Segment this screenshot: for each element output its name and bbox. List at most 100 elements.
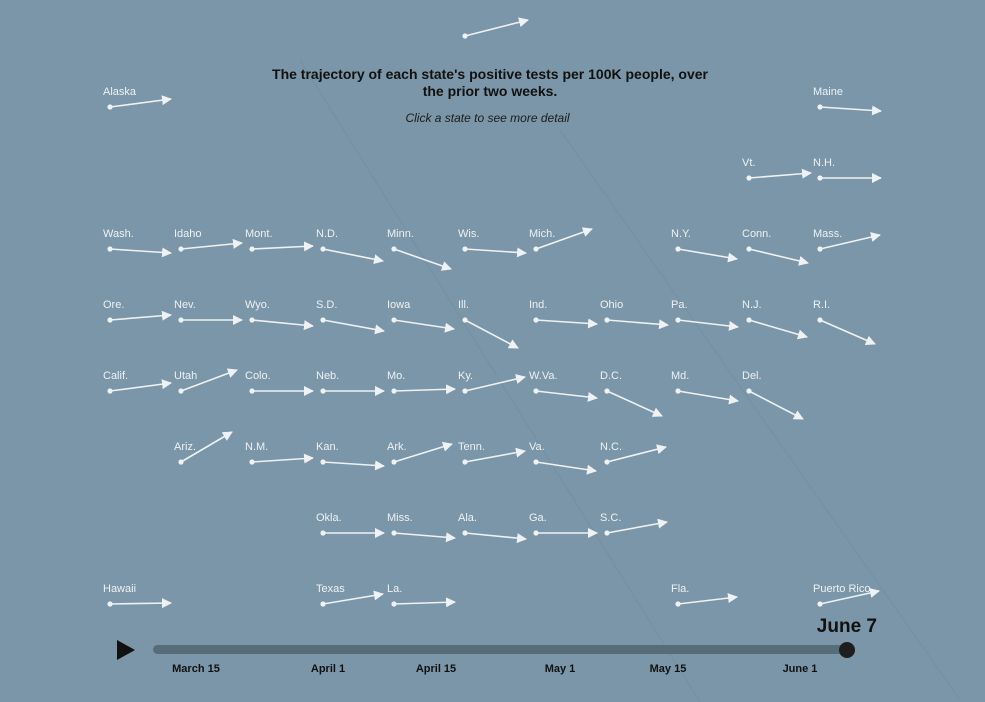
- trajectory-arrow: [180, 238, 243, 250]
- state-n-y[interactable]: N.Y.: [671, 228, 738, 263]
- state-kan[interactable]: Kan.: [316, 441, 385, 471]
- state-conn[interactable]: Conn.: [742, 228, 809, 266]
- state-label: Ga.: [529, 512, 547, 524]
- state-mont[interactable]: Mont.: [245, 228, 314, 252]
- timeline-tick-label: June 1: [783, 663, 818, 675]
- state-wis[interactable]: Wis.: [458, 228, 527, 258]
- trajectory-arrow: [393, 384, 456, 395]
- state-label: Mich.: [529, 228, 555, 240]
- state-unlabeled[interactable]: [462, 17, 529, 39]
- state-w-va[interactable]: W.Va.: [529, 370, 598, 402]
- state-s-c[interactable]: S.C.: [600, 512, 668, 536]
- state-label: Wyo.: [245, 299, 270, 311]
- state-idaho[interactable]: Idaho: [174, 228, 243, 252]
- state-label: Minn.: [387, 228, 414, 240]
- trajectory-arrow: [748, 390, 804, 420]
- state-calif[interactable]: Calif.: [103, 370, 172, 394]
- trajectory-arrow: [251, 241, 314, 252]
- trajectory-arrow: [748, 168, 812, 179]
- state-la[interactable]: La.: [387, 583, 456, 608]
- state-va[interactable]: Va.: [529, 441, 597, 475]
- state-n-j[interactable]: N.J.: [742, 299, 808, 340]
- state-label: Utah: [174, 370, 197, 382]
- state-label: Miss.: [387, 512, 413, 524]
- state-ga[interactable]: Ga.: [529, 512, 598, 538]
- state-d-c[interactable]: D.C.: [600, 370, 663, 417]
- state-label: Fla.: [671, 583, 689, 595]
- state-r-i[interactable]: R.I.: [813, 299, 876, 345]
- state-hawaii[interactable]: Hawaii: [103, 583, 172, 609]
- state-alaska[interactable]: Alaska: [103, 86, 172, 110]
- state-maine[interactable]: Maine: [813, 86, 882, 116]
- state-fla[interactable]: Fla.: [671, 583, 738, 607]
- state-md[interactable]: Md.: [671, 370, 739, 405]
- state-mass[interactable]: Mass.: [813, 228, 881, 252]
- trajectory-arrow: [109, 95, 172, 108]
- state-utah[interactable]: Utah: [174, 368, 238, 394]
- state-wyo[interactable]: Wyo.: [245, 299, 314, 331]
- trajectory-arrow: [251, 319, 314, 331]
- state-n-m[interactable]: N.M.: [245, 441, 314, 465]
- state-ky[interactable]: Ky.: [458, 370, 526, 394]
- state-n-h[interactable]: N.H.: [813, 157, 882, 183]
- state-label: Wash.: [103, 228, 134, 240]
- state-label: Neb.: [316, 370, 339, 382]
- state-ark[interactable]: Ark.: [387, 441, 453, 465]
- state-label: S.D.: [316, 299, 337, 311]
- current-date-label: June 7: [816, 616, 877, 637]
- state-texas[interactable]: Texas: [316, 583, 384, 607]
- state-wash[interactable]: Wash.: [103, 228, 172, 258]
- state-puerto-rico[interactable]: Puerto Rico: [813, 583, 880, 607]
- state-vt[interactable]: Vt.: [742, 157, 812, 181]
- state-label: N.M.: [245, 441, 268, 453]
- state-label: Texas: [316, 583, 345, 595]
- trajectory-arrow: [464, 319, 519, 349]
- timeline-tick-label: May 15: [650, 663, 687, 675]
- state-ariz[interactable]: Ariz.: [174, 431, 233, 465]
- state-ala[interactable]: Ala.: [458, 512, 527, 544]
- state-tenn[interactable]: Tenn.: [458, 441, 526, 465]
- trajectory-arrow: [464, 17, 529, 37]
- state-ill[interactable]: Ill.: [458, 299, 519, 349]
- state-label: Ind.: [529, 299, 547, 311]
- state-label: W.Va.: [529, 370, 558, 382]
- state-mich[interactable]: Mich.: [529, 227, 593, 252]
- state-n-d[interactable]: N.D.: [316, 228, 384, 265]
- state-label: Tenn.: [458, 441, 485, 453]
- trajectory-arrow: [819, 319, 876, 345]
- state-label: Vt.: [742, 157, 755, 169]
- state-label: S.C.: [600, 512, 621, 524]
- state-iowa[interactable]: Iowa: [387, 299, 455, 333]
- state-ohio[interactable]: Ohio: [600, 299, 669, 330]
- state-label: N.C.: [600, 441, 622, 453]
- state-n-c[interactable]: N.C.: [600, 441, 667, 465]
- state-pa[interactable]: Pa.: [671, 299, 739, 331]
- state-neb[interactable]: Neb.: [316, 370, 385, 396]
- state-label: Okla.: [316, 512, 342, 524]
- state-okla[interactable]: Okla.: [316, 512, 385, 538]
- trajectory-arrow: [322, 319, 385, 335]
- state-label: D.C.: [600, 370, 622, 382]
- trajectory-arrow: [109, 247, 172, 258]
- trajectory-arrow: [819, 105, 882, 116]
- trajectory-arrow: [393, 532, 456, 543]
- state-label: Pa.: [671, 299, 688, 311]
- state-mo[interactable]: Mo.: [387, 370, 456, 395]
- timeline-knob[interactable]: [839, 642, 855, 658]
- trajectory-arrow: [677, 248, 738, 263]
- state-s-d[interactable]: S.D.: [316, 299, 385, 335]
- play-button[interactable]: [114, 638, 138, 662]
- timeline-track[interactable]: [153, 645, 848, 654]
- state-ind[interactable]: Ind.: [529, 299, 598, 329]
- state-label: N.J.: [742, 299, 762, 311]
- trajectory-arrow: [180, 368, 238, 392]
- state-miss[interactable]: Miss.: [387, 512, 456, 543]
- state-nev[interactable]: Nev.: [174, 299, 243, 325]
- trajectory-arrow: [535, 227, 593, 250]
- state-minn[interactable]: Minn.: [387, 228, 452, 271]
- trajectory-arrow: [606, 390, 663, 417]
- state-del[interactable]: Del.: [742, 370, 804, 420]
- state-colo[interactable]: Colo.: [245, 370, 314, 396]
- state-label: N.D.: [316, 228, 338, 240]
- state-ore[interactable]: Ore.: [103, 299, 172, 323]
